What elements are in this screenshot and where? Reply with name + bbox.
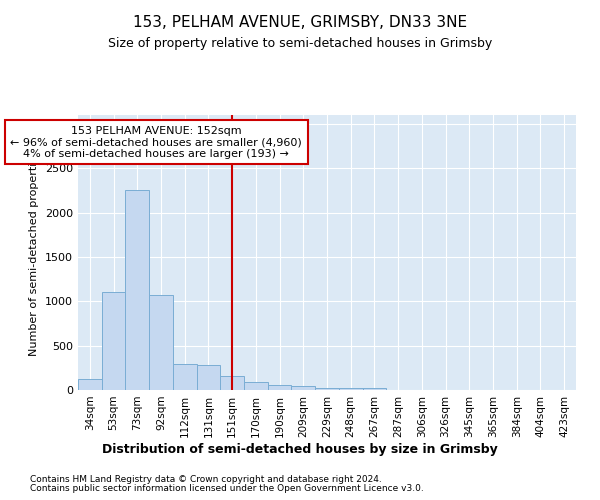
Bar (173, 364, 197, 390)
Bar (220, 376, 244, 390)
Text: 153 PELHAM AVENUE: 152sqm
← 96% of semi-detached houses are smaller (4,960)
4% o: 153 PELHAM AVENUE: 152sqm ← 96% of semi-… (10, 126, 302, 159)
Text: Size of property relative to semi-detached houses in Grimsby: Size of property relative to semi-detach… (108, 38, 492, 51)
Bar (78, 380, 102, 390)
Bar (197, 364, 220, 390)
Bar (362, 388, 386, 390)
Bar (292, 386, 315, 390)
Bar (244, 382, 268, 390)
Bar (149, 295, 173, 390)
Bar (125, 190, 149, 390)
Bar (268, 385, 292, 390)
Bar (339, 388, 362, 390)
Text: 153, PELHAM AVENUE, GRIMSBY, DN33 3NE: 153, PELHAM AVENUE, GRIMSBY, DN33 3NE (133, 15, 467, 30)
Bar (315, 388, 339, 390)
Text: Contains HM Land Registry data © Crown copyright and database right 2024.: Contains HM Land Registry data © Crown c… (30, 475, 382, 484)
Text: Distribution of semi-detached houses by size in Grimsby: Distribution of semi-detached houses by … (102, 442, 498, 456)
Text: Contains public sector information licensed under the Open Government Licence v3: Contains public sector information licen… (30, 484, 424, 493)
Y-axis label: Number of semi-detached properties: Number of semi-detached properties (29, 150, 40, 356)
Bar (102, 292, 125, 390)
